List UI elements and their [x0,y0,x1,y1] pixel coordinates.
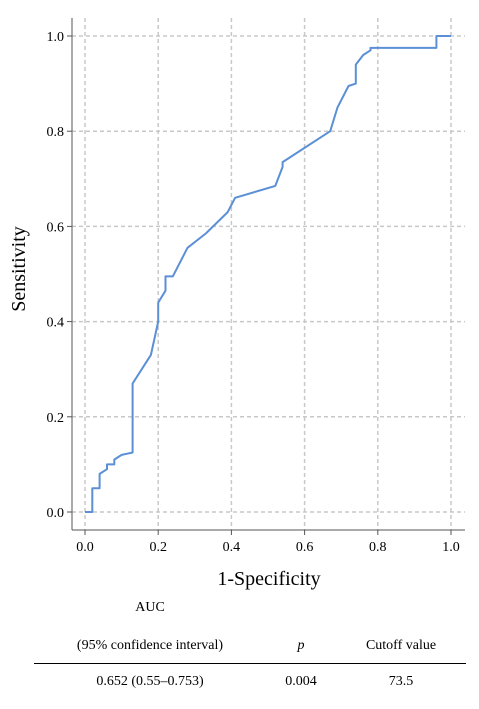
x-tick-label-0.4: 0.4 [223,540,241,555]
x-tick-label-0.8: 0.8 [369,540,387,555]
x-tick-label-0.2: 0.2 [149,540,167,555]
header-p: p [297,638,305,653]
y-tick-label-0.2: 0.2 [47,411,65,426]
roc-chart: 0.0 0.2 0.4 0.6 0.8 1.0 0.0 0.2 0.4 0.6 0.8 1.0 1-S… [8,18,465,590]
y-tick-label-1.0: 1.0 [47,30,65,45]
y-tick-label-0.4: 0.4 [47,316,65,331]
y-tick-label-0.6: 0.6 [47,220,65,235]
roc-curve [85,35,451,513]
cutoff-value: 73.5 [388,674,414,689]
axes [67,18,465,535]
y-tick-label-0.0: 0.0 [47,506,65,521]
y-axis-label: Sensitivity [8,226,30,312]
header-auc: AUC [135,600,165,615]
roc-curve-layer [85,35,451,513]
x-tick-label-1.0: 1.0 [442,540,460,555]
p-value: 0.004 [285,674,317,689]
x-tick-label-0.0: 0.0 [76,540,94,555]
stats-table-header: AUC (95% confidence interval) p Cutoff v… [34,594,466,664]
stats-table-row: 0.652 (0.55–0.753) 0.004 73.5 [34,664,466,698]
tick-labels: 0.0 0.2 0.4 0.6 0.8 1.0 0.0 0.2 0.4 0.6 0.8 1.0 [47,30,460,555]
stats-table: AUC (95% confidence interval) p Cutoff v… [34,594,466,698]
x-axis-label: 1-Specificity [217,568,320,590]
grid-lines [72,18,465,530]
header-cutoff-value: Cutoff value [365,638,437,653]
auc-value: 0.652 (0.55–0.753) [96,674,204,689]
header-confidence-interval: (95% confidence interval) [76,638,224,653]
y-tick-label-0.8: 0.8 [47,125,65,140]
x-tick-label-0.6: 0.6 [296,540,314,555]
